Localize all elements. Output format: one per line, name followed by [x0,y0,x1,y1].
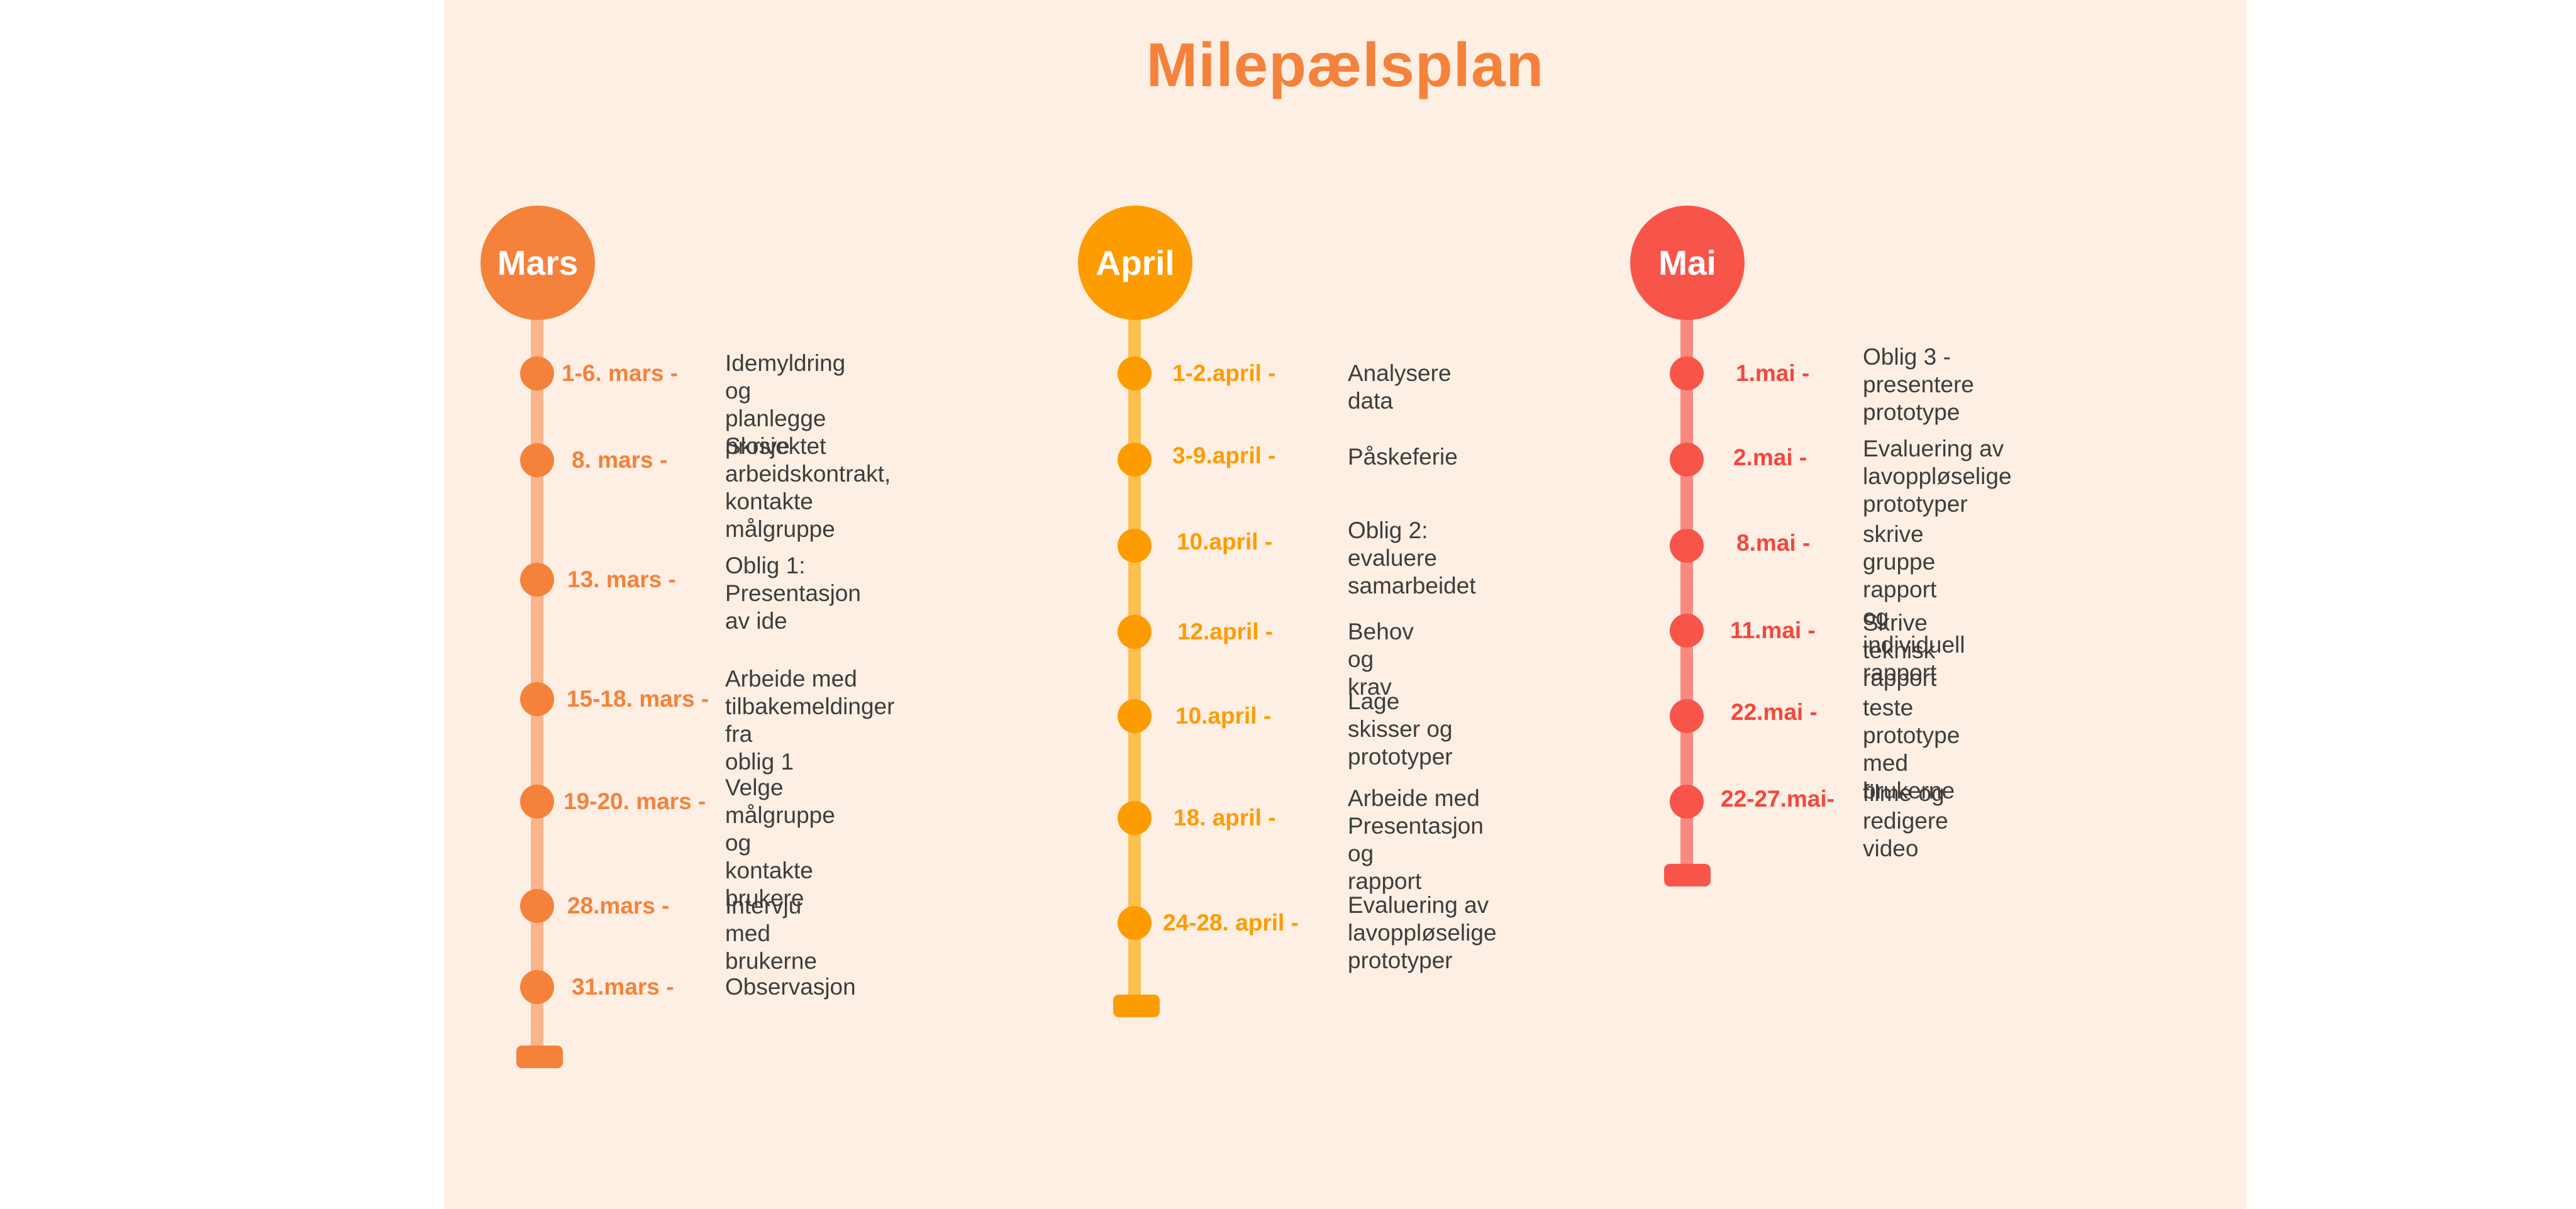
milestone-dot [1118,801,1152,835]
milestone-date: 8. mars - [572,447,668,473]
milestone-dot [1118,356,1152,390]
milestone-description: skrive gruppe rapport og individuell rap… [1863,521,1965,685]
milestone-dot [520,682,554,716]
timeline-line [1128,302,1141,1006]
timeline-april: April 1-2.april - Analysere data 3-9.apr… [444,0,1497,1017]
milestone-description: Behov og krav [1348,619,1414,700]
timeline-mai: Mai 1.mai - Oblig 3 - presentere prototy… [444,0,2012,886]
milestone-dot [1118,615,1152,649]
milestone-description: Observasjon [725,974,856,1000]
milestone-description: Idemyldring og planlegge prosjektet [725,350,846,459]
milestone-date: 18. april - [1174,805,1276,831]
milestone-description: Oblig 3 - presentere prototype [1863,344,1974,425]
milestone-date: 3-9.april - [1172,443,1276,468]
milestone-plan-canvas: Milepælsplan Mars 1-6. mars - Idemyldrin… [444,0,2246,1209]
milestone-dot [1670,785,1704,819]
milestone-description: Påskeferie [1348,444,1458,470]
milestone-date: 12.april - [1177,619,1274,644]
milestone-description: filme og redigere video [1863,780,1948,861]
milestone-description: Arbeide med tilbakemeldinger fra oblig 1 [725,666,895,775]
milestone-dot [1670,356,1704,390]
milestone-dot [1118,529,1152,563]
milestone-date: 22-27.mai- [1721,786,1835,812]
milestone-date: 10.april - [1175,703,1272,729]
milestone-description: Lage skisser og prototyper [1348,688,1453,770]
milestone-dot [1670,699,1704,733]
milestone-date: 28.mars - [567,893,670,919]
milestone-dot [520,356,554,390]
milestone-date: 1.mai - [1736,360,1810,386]
milestone-description: Velge målgruppe og kontakte brukere [725,775,835,911]
milestone-description: teste prototype med brukerne [1863,695,1960,803]
milestone-dot [1670,529,1704,563]
milestone-dot [1118,906,1152,940]
milestone-dot [520,563,554,597]
milestone-date: 22.mai - [1731,699,1818,725]
milestone-dot [520,785,554,819]
timeline-end-cap [1664,864,1711,886]
milestone-date: 11.mai - [1730,617,1816,643]
milestone-dot [1118,443,1152,477]
milestone-date: 1-2.april - [1172,360,1276,386]
milestone-dot [520,443,554,477]
milestone-description: Skrive arbeidskontrakt, kontakte målgrup… [725,433,891,542]
milestone-description: Oblig 2: evaluere samarbeidet [1348,517,1476,599]
timeline-end-cap [1113,995,1160,1017]
milestone-description: Evaluering av lavoppløselige prototyper [1348,892,1497,973]
milestone-date: 13. mars - [567,566,676,592]
month-badge-mai: Mai [1630,206,1745,320]
milestone-dot [1118,699,1152,733]
milestone-date: 15-18. mars - [567,686,709,712]
milestone-date: 2.mai - [1733,444,1807,470]
milestone-date: 19-20. mars - [564,788,706,814]
month-badge-april: April [1078,206,1192,320]
milestone-date: 8.mai - [1736,530,1811,556]
milestone-description: Skrive teknisk rapport [1863,610,1937,691]
milestone-description: Arbeide med Presentasjon og rapport [1348,785,1484,894]
timeline-mars: Mars 1-6. mars - Idemyldring og planlegg… [444,0,894,1068]
milestone-dot [1670,443,1704,477]
month-badge-mars: Mars [480,206,595,320]
timeline-end-cap [516,1046,563,1068]
milestone-description: Evaluering av lavoppløselige prototyper [1863,436,2012,517]
milestone-description: Analysere data [1348,360,1452,414]
page-title: Milepælsplan [1146,30,1545,99]
milestone-date: 31.mars - [572,974,674,1000]
milestone-date: 1-6. mars - [562,360,679,386]
milestone-date: 24-28. april - [1163,910,1299,936]
milestone-dot [520,970,554,1004]
milestone-dot [1670,614,1704,648]
milestone-description: Intervju med brukerne [725,893,818,974]
timeline-line [531,302,543,1056]
milestone-description: Oblig 1: Presentasjon av ide [725,553,861,634]
milestone-dot [520,889,554,923]
milestone-date: 10.april - [1177,529,1273,555]
